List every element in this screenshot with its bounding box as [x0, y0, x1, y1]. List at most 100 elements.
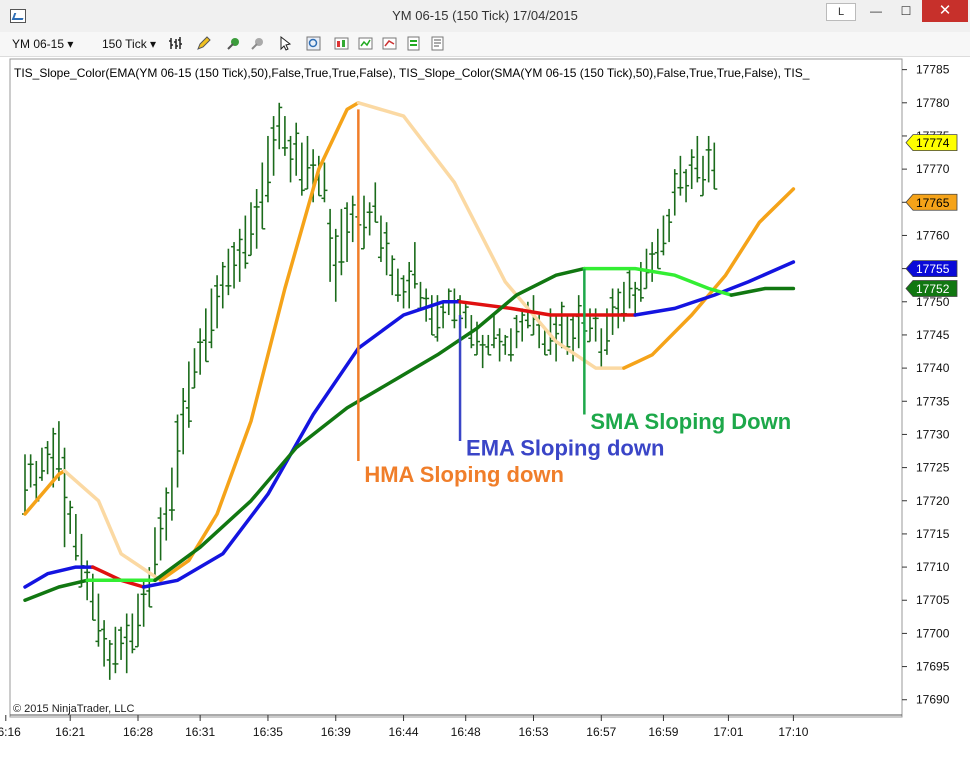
properties-icon[interactable] [430, 36, 445, 51]
instrument-label: YM 06-15 [12, 37, 65, 51]
copyright-text: © 2015 NinjaTrader, LLC [13, 703, 135, 715]
y-tick-label: 17760 [916, 228, 950, 242]
pencil-icon[interactable] [196, 36, 211, 51]
y-tick-label: 17700 [916, 626, 950, 640]
price-marker-tag [905, 260, 958, 278]
price-marker-label: 17752 [916, 282, 950, 296]
price-bar [377, 215, 384, 262]
price-bar [259, 162, 266, 230]
price-bar [304, 135, 311, 190]
price-bar [298, 142, 305, 196]
price-bar [700, 155, 706, 197]
price-bar [519, 308, 526, 342]
bar-type-icon[interactable] [168, 36, 183, 51]
ema-annotation-label: EMA Sloping down [466, 436, 664, 461]
y-tick-label: 17745 [916, 328, 950, 342]
price-bar [185, 361, 192, 428]
pointer-icon[interactable] [278, 36, 293, 51]
price-bar [123, 613, 130, 674]
y-tick-label: 17735 [916, 394, 950, 408]
price-bar [135, 593, 141, 648]
price-bar [496, 328, 503, 362]
price-bar [677, 155, 684, 196]
window-title: YM 06-15 (150 Tick) 17/04/2015 [392, 8, 578, 23]
instrument-selector[interactable]: YM 06-15 ▾ [12, 35, 73, 53]
price-bar [462, 301, 469, 329]
interval-label: 150 Tick [102, 37, 147, 51]
price-bar [248, 202, 254, 257]
minimize-button[interactable]: — [870, 4, 882, 18]
price-bar [344, 202, 351, 262]
x-tick-label: 16:57 [586, 725, 616, 739]
price-bar [349, 195, 356, 243]
chart-panel[interactable]: HMA Sloping down EMA Sloping down SMA Slop… [0, 57, 970, 762]
price-bar [372, 182, 379, 223]
price-bar [157, 507, 164, 561]
sma-line-segment [729, 286, 796, 297]
hma-line-segment [158, 101, 361, 583]
price-bar [214, 275, 221, 329]
price-bar [50, 427, 57, 488]
price-bar [118, 626, 125, 660]
zoom-icon[interactable] [306, 36, 321, 51]
price-bar [293, 122, 300, 176]
price-marker-tag [905, 193, 958, 211]
price-bar [236, 228, 243, 282]
y-tick-label: 17770 [916, 162, 950, 176]
maximize-button[interactable]: ☐ [900, 4, 912, 18]
hma-line-segment [62, 469, 163, 583]
price-marker-label: 17765 [916, 196, 950, 210]
price-bar [168, 467, 175, 521]
price-bar [27, 454, 34, 488]
price-bar [253, 189, 260, 249]
y-tick-label: 17690 [916, 693, 950, 707]
lock-button[interactable]: L [826, 3, 856, 21]
crosshair-global-icon[interactable] [250, 36, 265, 51]
price-bar [44, 441, 51, 475]
ema-line-segment [633, 260, 796, 317]
price-bar [541, 328, 548, 356]
price-bar [632, 281, 639, 316]
price-marker-label: 17774 [916, 136, 950, 150]
x-tick-label: 16:21 [55, 725, 85, 739]
x-tick-label: 16:16 [0, 725, 21, 739]
price-bar [264, 135, 271, 203]
order-entry-icon[interactable] [406, 36, 421, 51]
price-bar [694, 135, 701, 183]
y-tick-label: 17710 [916, 560, 950, 574]
price-bar [615, 288, 622, 329]
price-bar [33, 460, 40, 502]
price-bar [411, 242, 418, 289]
strategies-icon[interactable] [334, 36, 349, 51]
price-bar [394, 268, 401, 302]
x-tick-label: 17:01 [713, 725, 743, 739]
y-tick-label: 17715 [916, 527, 950, 541]
chart-style-icon[interactable] [382, 36, 397, 51]
price-bar [270, 116, 277, 176]
close-button[interactable]: ✕ [922, 0, 968, 22]
price-bar [242, 215, 249, 269]
crosshair-icon[interactable] [226, 36, 241, 51]
price-bar [208, 288, 215, 349]
price-marker-tag [905, 134, 958, 151]
price-bar [174, 414, 181, 488]
hma-annotation-label: HMA Sloping down [364, 462, 564, 487]
price-bar [332, 228, 339, 302]
price-bar [400, 275, 407, 309]
price-bar [163, 487, 170, 541]
price-bar [61, 447, 68, 548]
plot-frame [9, 58, 903, 718]
price-bar [101, 620, 108, 667]
price-bar [688, 149, 695, 190]
price-bar [276, 102, 283, 150]
indicators-icon[interactable] [358, 36, 373, 51]
price-bar [231, 242, 238, 289]
hma-line-segment [23, 469, 67, 516]
price-bar [389, 255, 396, 296]
price-bar [440, 301, 447, 329]
price-marker-tag [905, 280, 958, 297]
interval-selector[interactable]: 150 Tick ▾ [102, 35, 156, 53]
price-bar [287, 135, 294, 183]
x-tick-label: 16:59 [648, 725, 678, 739]
